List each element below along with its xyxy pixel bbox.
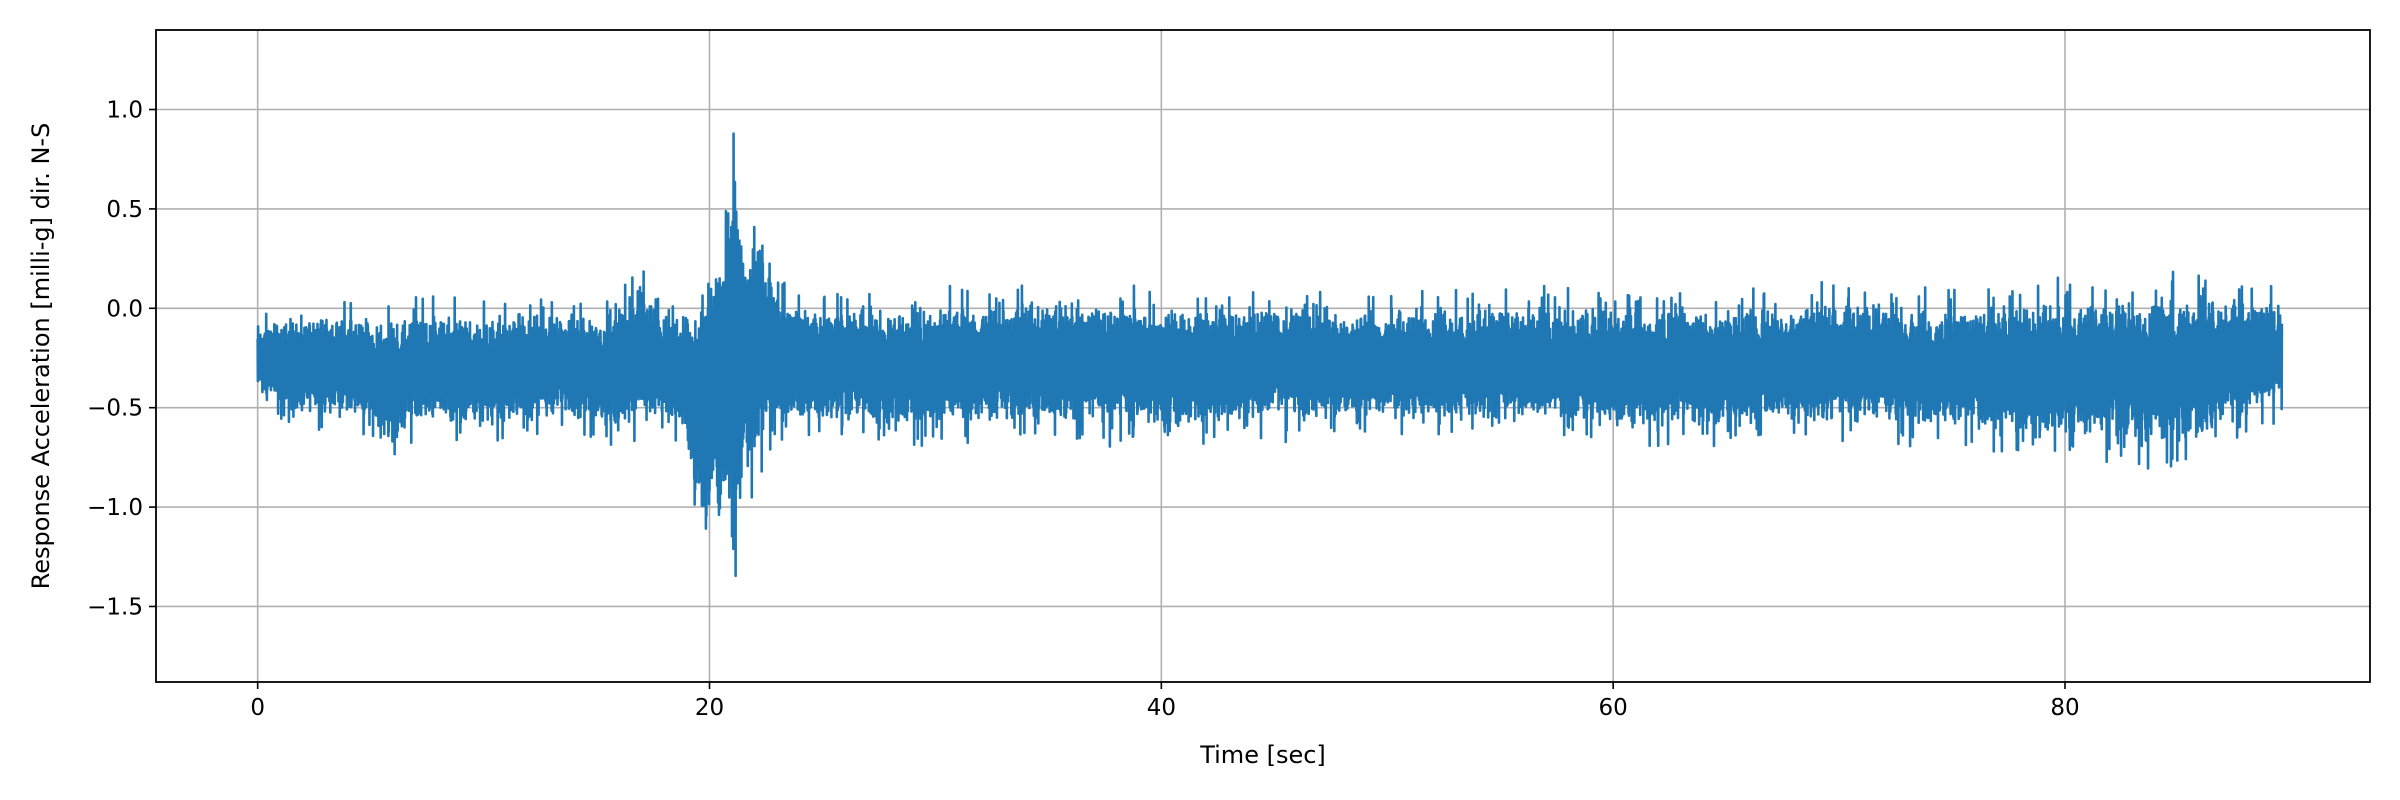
plot-frame: [155, 29, 2371, 683]
series-layer: [256, 132, 2284, 578]
y-tick-label: −1.0: [87, 495, 143, 521]
x-tick-label: 60: [1599, 695, 1628, 721]
y-ticks: 1.0 0.5 0.0 −0.5 −1.0 −1.5: [87, 98, 156, 620]
y-tick-label: −0.5: [87, 396, 143, 422]
series-line: [256, 132, 2284, 578]
x-tick-label: 40: [1147, 695, 1176, 721]
y-tick-label: −1.5: [87, 594, 143, 620]
x-tick-label: 20: [695, 695, 724, 721]
x-tick-label: 0: [250, 695, 265, 721]
x-axis-label: Time [sec]: [1199, 741, 1326, 769]
y-tick-label: 0.5: [106, 197, 143, 223]
x-tick-label: 80: [2050, 695, 2079, 721]
y-tick-label: 1.0: [106, 98, 143, 124]
y-tick-label: 0.0: [106, 296, 143, 322]
x-ticks: 0 20 40 60 80: [250, 682, 2080, 721]
y-axis-label: Response Acceleration [milli-g] dir. N-S: [27, 123, 55, 590]
